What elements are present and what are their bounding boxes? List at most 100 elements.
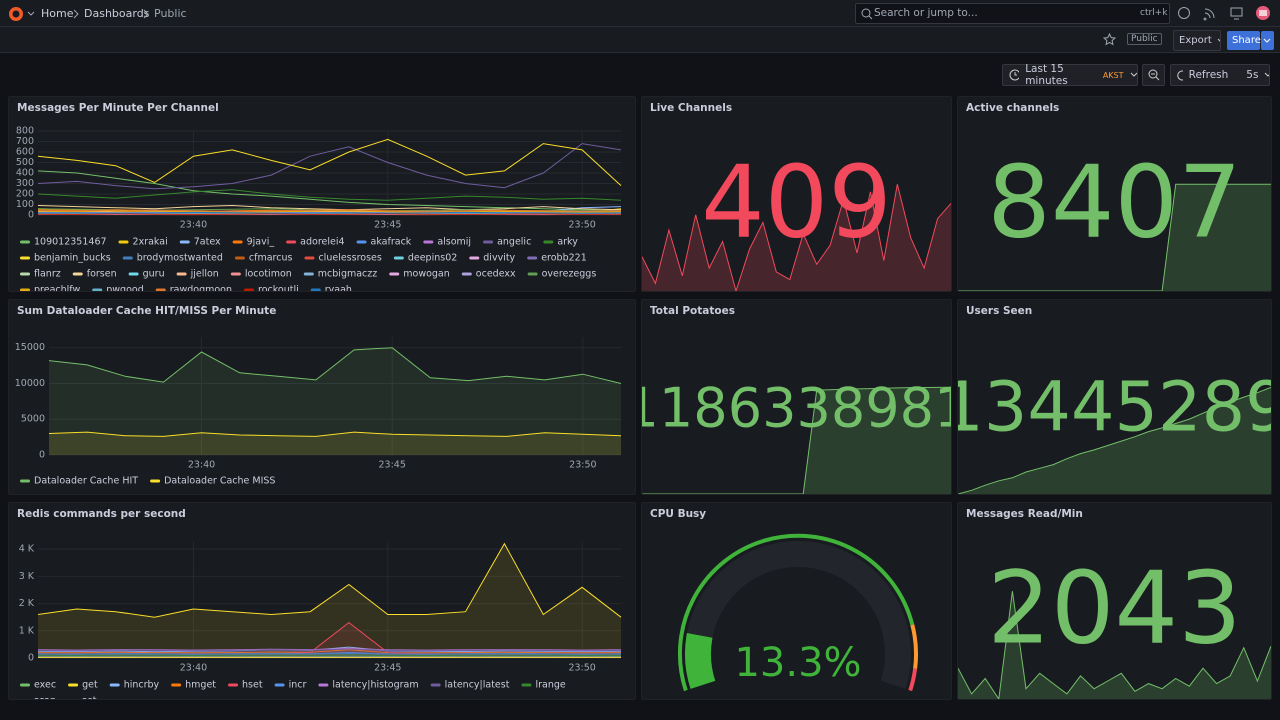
breadcrumb[interactable]: Home [41,7,74,20]
zoom-out-button[interactable] [1142,64,1165,86]
legend-swatch [304,256,315,260]
legend-swatch [176,272,187,276]
sparkline-area [958,387,1271,494]
legend-swatch [20,256,30,260]
legend-swatch [543,240,554,244]
legend-label: divvity [483,253,515,264]
legend-swatch [286,240,297,244]
share-button[interactable]: Share [1227,31,1261,50]
legend-swatch [20,272,30,276]
legend-swatch [389,272,400,276]
series-line [37,143,622,190]
legend-label: jjellon [190,269,219,280]
legend-label: Dataloader Cache MISS [164,476,275,487]
panel-title: CPU Busy [650,508,706,520]
legend-swatch [234,256,245,260]
legend-label: cluelessroses [318,253,381,264]
top-icons[interactable] [1177,6,1277,22]
y-tick-label: 5000 [21,414,45,425]
stat-value: 1186338981 [642,377,951,440]
legend-label: locotimon [245,269,292,280]
refresh-icon [1177,70,1183,81]
legend-label: hset [242,680,263,691]
y-tick-label: 0 [39,450,45,461]
legend-label: forsen [87,269,117,280]
legend-label: arky [557,237,578,248]
legend-swatch [469,256,480,260]
legend-label: benjamin_bucks [34,253,111,264]
caret [1263,38,1271,43]
legend-label: rockoutli [258,285,299,292]
series-line [48,347,622,384]
series-line [48,431,622,437]
panel-title: Messages Per Minute Per Channel [17,102,219,114]
legend-swatch [122,256,133,260]
legend-label: flanrz [34,269,61,280]
breadcrumb[interactable]: Dashboards [84,7,150,20]
y-tick-label: 200 [16,189,34,200]
legend-label: 9javi_ [247,237,275,248]
panel: 0 5000 10000 15000 23:40 23:45 23:50 Dataloader… [8,299,636,495]
y-tick-label: 2 K [19,598,35,609]
legend-swatch [356,240,367,244]
dashboard-toolbar: Public Export Share [0,27,1280,53]
x-tick-label: 23:50 [568,220,595,231]
series-line [37,652,622,655]
refresh-picker[interactable]: Refresh 5s [1170,64,1270,86]
series-line [37,211,622,214]
y-tick-label: 400 [16,168,34,179]
legend-label: rawdogmoon [170,285,232,292]
legend-label: exec [34,680,56,691]
sparkline [642,386,951,494]
legend-swatch [118,240,129,244]
logo[interactable] [6,4,36,24]
search-box[interactable]: Search or jump to... ctrl+k [855,3,1170,24]
legend-label: guru [143,269,165,280]
search-placeholder: Search or jump to... [874,7,978,19]
threshold-band [910,624,918,670]
legend-swatch [92,288,103,291]
legend-swatch [527,256,538,260]
legend-swatch [310,288,321,291]
visibility-tag: Public [1127,33,1162,45]
legend-swatch [521,683,532,687]
series-line [37,204,622,211]
legend-swatch [20,288,30,291]
x-tick-label: 23:40 [180,220,207,231]
gauge-label: 13.3% [734,640,861,686]
legend-label: mowogan [403,269,450,280]
top-bar: Home Dashboards Public Search or jump to… [0,0,1280,27]
legend-label: hincrby [124,680,160,691]
legend-swatch [20,479,30,483]
legend-label: overezeggs [542,269,597,280]
legend-swatch [423,240,434,244]
legend-label: pwgood [106,285,144,292]
clock-icon [1009,69,1020,81]
panel-title: Redis commands per second [17,508,186,520]
series-line [37,189,622,201]
series-line [37,648,622,652]
sparkline [958,591,1271,699]
legend-label: mcbigmaczz [318,269,377,280]
y-tick-label: 0 [28,210,34,221]
legend-swatch [318,683,329,687]
legend-label: preachlfw [34,285,80,292]
panel-canvas: 1186338981 Total Potatoes [642,305,951,494]
legend-swatch [179,240,190,244]
gauge-track [685,540,911,689]
legend-swatch [20,240,30,244]
share-menu[interactable] [1261,31,1274,50]
sparkline-area [958,184,1271,291]
time-picker[interactable]: Last 15 minutes AKST [1002,63,1138,87]
export-button[interactable]: Export [1173,30,1221,51]
legend-swatch [150,479,161,483]
panel-canvas: 13445289 Users Seen [958,305,1271,494]
y-tick-label: 100 [16,199,34,210]
panel-title: Users Seen [966,305,1032,317]
series-line [37,542,622,618]
star-button[interactable] [1103,33,1116,46]
legend-label: lrange [535,680,565,691]
legend-label: 109012351467 [34,237,107,248]
legend-swatch [303,272,314,276]
panel: 409 Live Channels [641,96,952,292]
